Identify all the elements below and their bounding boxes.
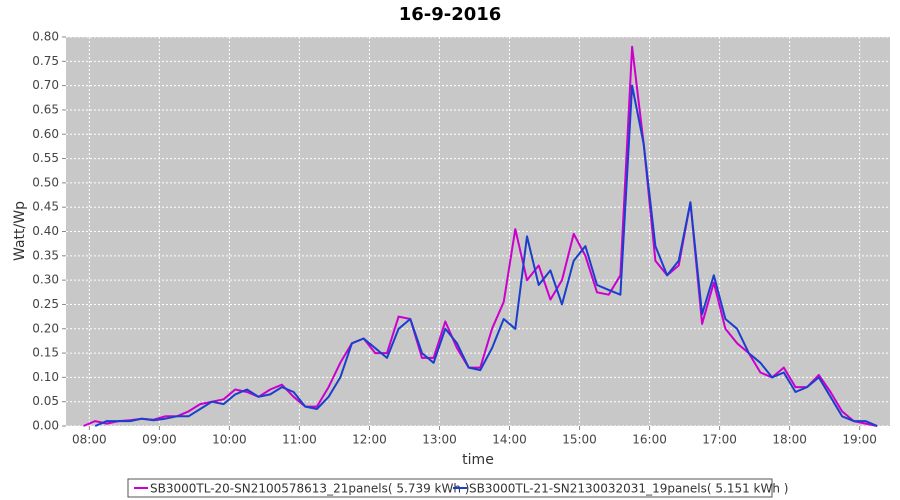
y-tick-label: 0.35: [32, 248, 59, 262]
series-line: [83, 45, 878, 427]
x-tick-label: 19:00: [842, 433, 877, 447]
y-tick-label: 0.40: [32, 224, 59, 238]
y-tick-label: 0.20: [32, 321, 59, 335]
y-tick-label: 0.25: [32, 297, 59, 311]
y-tick-label: 0.55: [32, 151, 59, 165]
y-tick-label: 0.10: [32, 370, 59, 384]
x-tick-label: 12:00: [352, 433, 387, 447]
y-tick-label: 0.70: [32, 78, 59, 92]
series-line: [94, 84, 878, 427]
chart-title: 16-9-2016: [399, 4, 502, 25]
y-tick-label: 0.45: [32, 200, 59, 214]
x-tick-label: 11:00: [282, 433, 317, 447]
legend-label: SB3000TL-20-SN2100578613_21panels( 5.739…: [150, 482, 469, 496]
y-tick-label: 0.65: [32, 102, 59, 116]
y-tick-label: 0.05: [32, 394, 59, 408]
x-axis-label: time: [462, 452, 494, 468]
y-tick-label: 0.15: [32, 346, 59, 360]
y-tick-label: 0.60: [32, 127, 59, 141]
x-tick-label: 10:00: [212, 433, 247, 447]
y-tick-label: 0.50: [32, 175, 59, 189]
y-tick-label: 0.30: [32, 273, 59, 287]
x-tick-label: 09:00: [142, 433, 177, 447]
x-tick-label: 16:00: [632, 433, 667, 447]
y-tick-label: 0.00: [32, 419, 59, 433]
legend: [127, 478, 773, 498]
x-tick-label: 14:00: [492, 433, 527, 447]
x-tick-label: 17:00: [702, 433, 737, 447]
y-tick-label: 0.80: [32, 30, 59, 44]
legend-label: SB3000TL-21-SN2130032031_19panels( 5.151…: [469, 482, 788, 496]
y-tick-label: 0.75: [32, 54, 59, 68]
y-axis-label: Watt/Wp: [12, 201, 28, 261]
x-tick-label: 18:00: [772, 433, 807, 447]
x-tick-label: 15:00: [562, 433, 597, 447]
x-tick-label: 13:00: [422, 433, 457, 447]
x-tick-label: 08:00: [72, 433, 107, 447]
